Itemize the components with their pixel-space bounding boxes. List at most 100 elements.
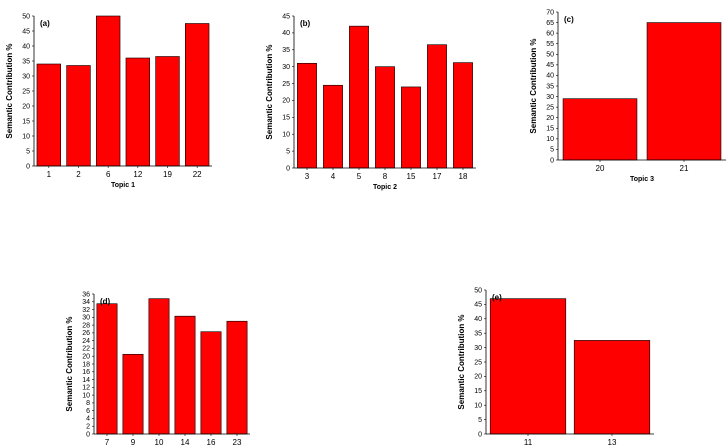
x-axis-label: Topic 3 [630, 176, 654, 183]
y-tick-label: 10 [82, 392, 90, 399]
bar-20 [562, 98, 638, 161]
y-tick-label: 30 [474, 345, 482, 352]
x-tick-label: 20 [596, 164, 605, 173]
y-tick-label: 25 [474, 359, 482, 366]
chart-panel-e: 051015202530354045501113Topic 5Semantic … [457, 287, 654, 446]
y-tick-label: 0 [478, 431, 482, 438]
x-tick-label: 15 [407, 172, 416, 181]
bar-10 [148, 298, 170, 435]
y-tick-label: 35 [474, 331, 482, 338]
x-tick-label: 18 [459, 172, 468, 181]
y-tick-label: 10 [474, 403, 482, 410]
bar-16 [200, 331, 222, 435]
panel-label: (b) [300, 19, 311, 28]
x-tick-label: 2 [76, 170, 81, 179]
y-tick-label: 15 [282, 115, 290, 122]
y-tick-label: 30 [22, 73, 30, 80]
y-tick-label: 70 [546, 9, 554, 16]
y-tick-label: 40 [474, 316, 482, 323]
x-tick-label: 13 [608, 438, 617, 446]
y-axis-label: Semantic Contribution % [457, 314, 466, 409]
x-tick-label: 21 [680, 164, 689, 173]
y-tick-label: 16 [82, 369, 90, 376]
x-tick-label: 11 [524, 438, 533, 446]
bar-7 [96, 303, 118, 435]
y-axis-label: Semantic Contribution % [529, 38, 538, 133]
y-tick-label: 20 [82, 354, 90, 361]
x-tick-label: 3 [305, 172, 310, 181]
x-tick-label: 6 [106, 170, 111, 179]
y-tick-label: 12 [82, 385, 90, 392]
x-tick-label: 22 [193, 170, 202, 179]
y-axis-label: Semantic Contribution % [65, 316, 74, 411]
y-axis-label: Semantic Contribution % [265, 44, 274, 139]
y-tick-label: 22 [82, 346, 90, 353]
y-tick-label: 40 [282, 30, 290, 37]
bar-11 [489, 298, 567, 435]
x-tick-label: 9 [131, 438, 136, 446]
y-tick-label: 0 [550, 157, 554, 164]
x-tick-label: 23 [233, 438, 242, 446]
bar-15 [401, 86, 421, 169]
x-tick-label: 17 [433, 172, 442, 181]
bar-22 [185, 23, 210, 167]
x-tick-label: 19 [163, 170, 172, 179]
y-tick-label: 5 [286, 148, 290, 155]
y-tick-label: 45 [22, 28, 30, 35]
y-tick-label: 36 [82, 291, 90, 298]
panel-label: (c) [564, 15, 574, 24]
panel-label: (a) [40, 19, 50, 28]
bar-8 [375, 66, 395, 169]
y-tick-label: 50 [474, 287, 482, 294]
y-tick-label: 0 [86, 431, 90, 438]
x-axis-label: Topic 2 [373, 184, 397, 191]
bar-3 [297, 62, 317, 169]
y-tick-label: 4 [86, 416, 90, 423]
x-tick-label: 16 [207, 438, 216, 446]
bar-1 [36, 63, 62, 167]
y-tick-label: 24 [82, 338, 90, 345]
x-tick-label: 12 [133, 170, 142, 179]
panel-label: (d) [100, 297, 111, 306]
y-tick-label: 14 [82, 377, 90, 384]
bar-6 [96, 15, 121, 167]
bar-21 [646, 22, 722, 161]
y-tick-label: 25 [546, 104, 554, 111]
y-tick-label: 10 [546, 136, 554, 143]
y-tick-label: 30 [282, 64, 290, 71]
y-axis-label: Semantic Contribution % [5, 43, 14, 138]
y-tick-label: 15 [546, 126, 554, 133]
bar-14 [174, 315, 196, 435]
bar-17 [427, 44, 447, 169]
y-tick-label: 0 [286, 165, 290, 172]
y-tick-label: 0 [26, 163, 30, 170]
x-tick-label: 5 [357, 172, 362, 181]
x-tick-label: 8 [383, 172, 388, 181]
y-tick-label: 35 [282, 47, 290, 54]
y-tick-label: 50 [22, 13, 30, 20]
y-tick-label: 45 [546, 62, 554, 69]
panel-label: (e) [492, 293, 502, 302]
y-tick-label: 5 [550, 147, 554, 154]
y-tick-label: 18 [82, 361, 90, 368]
y-tick-label: 5 [26, 148, 30, 155]
y-tick-label: 60 [546, 30, 554, 37]
bar-2 [66, 65, 91, 167]
y-tick-label: 35 [22, 58, 30, 65]
chart-panel-c: 0 5 10 15 20 25 30 35 40 45 50 55 60 65 70 20 21 Topic 3 S… [529, 9, 726, 183]
y-tick-label: 55 [546, 41, 554, 48]
bar-9 [122, 353, 144, 435]
y-tick-label: 35 [546, 83, 554, 90]
y-tick-label: 15 [22, 118, 30, 125]
y-tick-label: 20 [22, 103, 30, 110]
y-tick-label: 40 [546, 73, 554, 80]
y-tick-label: 25 [282, 81, 290, 88]
y-tick-label: 45 [282, 13, 290, 20]
y-tick-label: 32 [82, 307, 90, 314]
y-tick-label: 10 [282, 132, 290, 139]
y-tick-label: 26 [82, 330, 90, 337]
y-tick-label: 65 [546, 20, 554, 27]
